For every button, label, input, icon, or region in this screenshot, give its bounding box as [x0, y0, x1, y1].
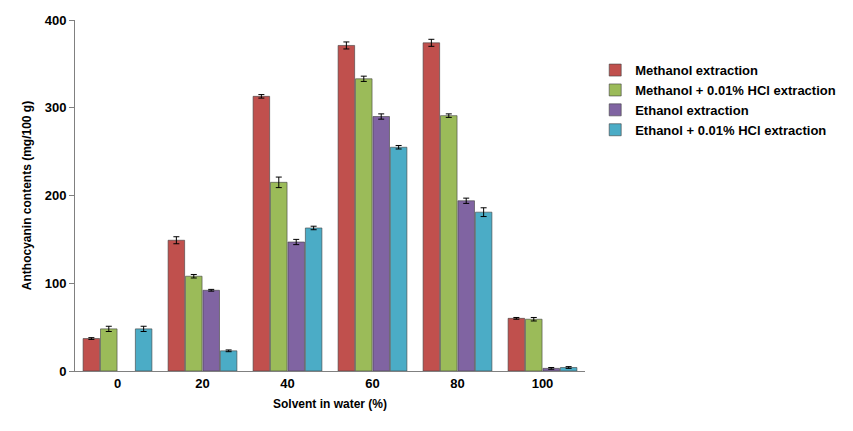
svg-text:80: 80: [450, 376, 464, 391]
svg-text:200: 200: [45, 188, 67, 203]
svg-text:100: 100: [532, 376, 554, 391]
svg-text:40: 40: [280, 376, 294, 391]
svg-text:100: 100: [45, 276, 67, 291]
svg-text:400: 400: [45, 13, 67, 28]
svg-text:Anthocyanin contents (mg/100 g: Anthocyanin contents (mg/100 g): [20, 101, 34, 290]
svg-text:Ethanol + 0.01% HCl extraction: Ethanol + 0.01% HCl extraction: [635, 123, 826, 138]
svg-text:0: 0: [59, 364, 66, 379]
svg-text:Methanol extraction: Methanol extraction: [635, 63, 758, 78]
svg-text:Methanol + 0.01% HCl extractio: Methanol + 0.01% HCl extraction: [635, 83, 836, 98]
svg-text:0: 0: [114, 376, 121, 391]
svg-text:20: 20: [195, 376, 209, 391]
svg-text:Ethanol extraction: Ethanol extraction: [635, 103, 748, 118]
svg-text:300: 300: [45, 100, 67, 115]
svg-text:Solvent in water (%): Solvent in water (%): [273, 397, 387, 411]
svg-text:60: 60: [365, 376, 379, 391]
